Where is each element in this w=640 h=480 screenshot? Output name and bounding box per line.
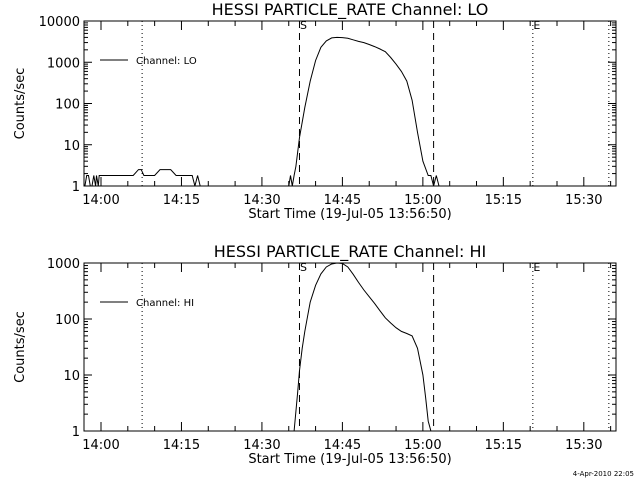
legend-label: Channel: HI bbox=[136, 298, 194, 309]
marker-label: S bbox=[300, 261, 307, 274]
x-tick-label: 14:15 bbox=[163, 193, 200, 208]
x-tick-label: 15:15 bbox=[485, 193, 522, 208]
y-tick-label: 10 bbox=[63, 139, 80, 154]
x-tick-label: 14:30 bbox=[243, 438, 280, 453]
series-line-1 bbox=[84, 36, 447, 186]
plot-frame bbox=[83, 262, 617, 432]
y-axis-label: Counts/sec bbox=[13, 311, 28, 383]
x-tick-label: 15:00 bbox=[404, 438, 441, 453]
x-tick-label: 14:45 bbox=[324, 438, 361, 453]
plot-frame bbox=[83, 20, 617, 187]
x-axis-label: Start Time (19-Jul-05 13:56:50) bbox=[248, 207, 451, 222]
x-tick-label: 15:30 bbox=[565, 438, 602, 453]
y-axis-label: Counts/sec bbox=[13, 68, 28, 140]
chart-title: HESSI PARTICLE_RATE Channel: HI bbox=[214, 242, 487, 262]
legend-label: Channel: LO bbox=[136, 56, 197, 67]
chart-panel-1: HESSI PARTICLE_RATE Channel: LO 1 10 100 100… bbox=[13, 0, 617, 222]
y-tick-label: 1 bbox=[72, 180, 80, 195]
y-tick-label: 1 bbox=[72, 425, 80, 440]
marker-label: E bbox=[533, 261, 540, 274]
x-axis-label: Start Time (19-Jul-05 13:56:50) bbox=[248, 452, 451, 467]
marker-label: E bbox=[533, 19, 540, 32]
series-line-1 bbox=[293, 263, 432, 431]
timestamp-footer: 4-Apr-2010 22:05 bbox=[572, 470, 634, 478]
y-tick-label: 100 bbox=[55, 98, 80, 113]
x-tick-label: 15:15 bbox=[485, 438, 522, 453]
x-tick-label: 15:00 bbox=[404, 193, 441, 208]
y-tick-label: 10 bbox=[63, 369, 80, 384]
y-tick-label: 1000 bbox=[47, 257, 80, 272]
y-tick-label: 10000 bbox=[39, 15, 80, 30]
y-tick-label: 100 bbox=[55, 313, 80, 328]
marker-label: S bbox=[300, 19, 307, 32]
chart-title: HESSI PARTICLE_RATE Channel: LO bbox=[212, 0, 489, 20]
x-tick-label: 14:30 bbox=[243, 193, 280, 208]
y-tick-label: 1000 bbox=[47, 56, 80, 71]
x-tick-label: 15:30 bbox=[565, 193, 602, 208]
x-tick-label: 14:00 bbox=[82, 438, 119, 453]
x-tick-label: 14:00 bbox=[82, 193, 119, 208]
x-tick-label: 14:45 bbox=[324, 193, 361, 208]
chart-panel-2: HESSI PARTICLE_RATE Channel: HI 1 10 100 100… bbox=[13, 242, 617, 467]
x-tick-label: 14:15 bbox=[163, 438, 200, 453]
